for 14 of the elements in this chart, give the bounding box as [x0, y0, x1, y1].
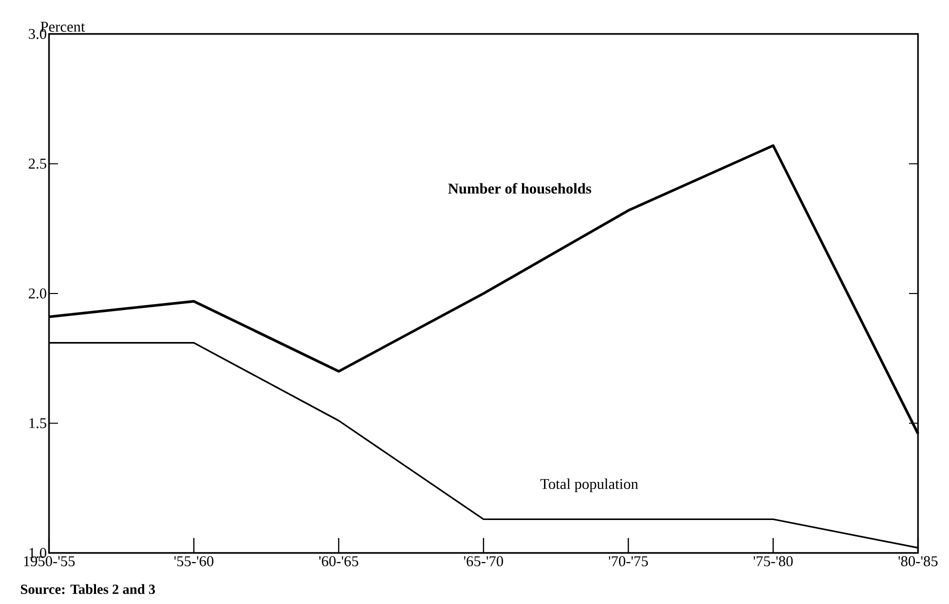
- series-label: Total population: [540, 478, 638, 492]
- x-tick-label: '70-'75: [608, 556, 648, 566]
- x-tick-label: '55-'60: [174, 556, 214, 566]
- source-note: Source: Tables 2 and 3: [20, 584, 155, 594]
- x-tick-label: '80-'85: [898, 556, 938, 566]
- y-tick-label: 2.5: [28, 158, 46, 169]
- x-tick-label: '65-'70: [464, 556, 504, 566]
- x-tick-label: '75-'80: [754, 556, 793, 566]
- y-tick-label: 1.0: [29, 548, 46, 558]
- x-tick-label: 1950-'55: [24, 556, 75, 566]
- y-tick-label: 2.0: [28, 288, 46, 299]
- y-tick-label: 1.5: [29, 418, 46, 428]
- text: Number of households: [448, 182, 592, 194]
- x-tick-label: '60-'65: [319, 556, 358, 566]
